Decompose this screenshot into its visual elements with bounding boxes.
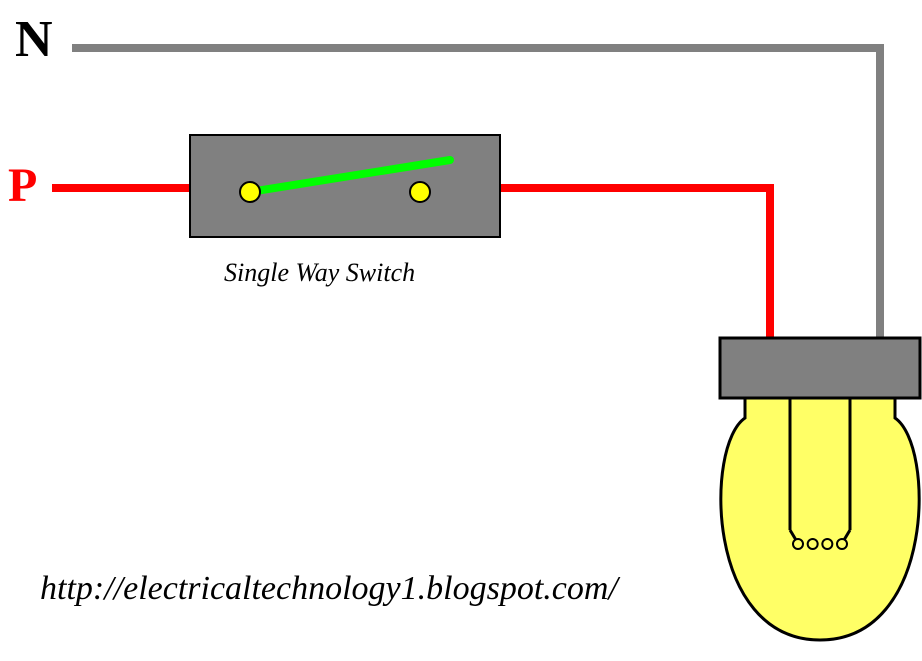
switch-label: Single Way Switch xyxy=(224,258,415,288)
terminal-phase-label: P xyxy=(8,158,37,213)
footer-url: http://electricaltechnology1.blogspot.co… xyxy=(40,570,618,608)
terminal-neutral-label: N xyxy=(15,10,53,69)
bulb-glass xyxy=(721,398,919,640)
switch-node-left xyxy=(240,182,260,202)
switch-node-right xyxy=(410,182,430,202)
diagram-svg xyxy=(0,0,922,661)
diagram-stage: N P Single Way Switch http://electricalt… xyxy=(0,0,922,661)
bulb-socket xyxy=(720,338,920,398)
switch-body xyxy=(190,135,500,237)
